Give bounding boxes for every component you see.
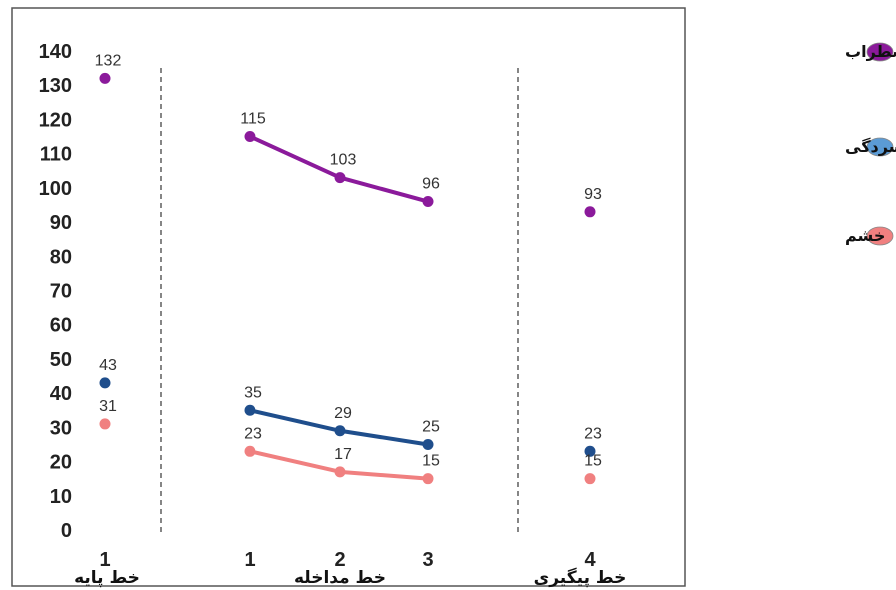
y-tick-label: 0 — [61, 520, 72, 542]
y-tick-label: 120 — [39, 109, 72, 131]
data-point — [584, 473, 596, 485]
data-label: 35 — [244, 384, 262, 401]
y-tick-label: 140 — [39, 41, 72, 63]
y-tick-label: 80 — [50, 246, 72, 268]
data-point — [334, 172, 346, 184]
data-label: 31 — [99, 398, 117, 415]
data-label: 43 — [99, 357, 117, 374]
data-label: 96 — [422, 176, 440, 193]
y-tick-label: 130 — [39, 75, 72, 97]
data-label: 103 — [330, 152, 357, 169]
data-label: 23 — [584, 425, 602, 442]
x-tick-label: 3 — [422, 549, 433, 571]
phase-label: خط پیگیری — [534, 567, 627, 588]
data-point — [584, 445, 596, 457]
data-point — [244, 404, 256, 416]
data-point — [422, 196, 434, 208]
data-point — [244, 131, 256, 143]
x-tick-label: 4 — [584, 549, 596, 571]
y-tick-label: 40 — [50, 383, 72, 405]
legend-label: اضطراب — [845, 42, 896, 61]
y-tick-label: 50 — [50, 349, 72, 371]
data-label: 115 — [240, 111, 266, 128]
data-label: 15 — [584, 453, 602, 470]
y-tick-label: 30 — [50, 417, 72, 439]
legend-label: خشم — [845, 226, 885, 245]
phase-label: خط پایه — [74, 568, 140, 588]
y-tick-label: 100 — [39, 178, 72, 200]
y-tick-label: 60 — [50, 315, 72, 337]
y-tick-label: 20 — [50, 452, 72, 474]
data-label: 17 — [334, 446, 352, 463]
data-label: 23 — [244, 425, 262, 442]
legend-swatch — [866, 137, 894, 157]
y-tick-label: 10 — [50, 486, 72, 508]
data-label: 93 — [584, 186, 602, 203]
data-point — [422, 438, 434, 450]
legend-swatch — [866, 226, 894, 246]
legend-swatch — [866, 42, 894, 62]
legend-label: افسردگی — [845, 137, 896, 156]
data-label: 132 — [95, 52, 122, 69]
data-point — [334, 466, 346, 478]
y-tick-label: 70 — [50, 281, 72, 303]
data-point — [244, 445, 256, 457]
data-point — [334, 425, 346, 437]
data-label: 25 — [422, 418, 440, 435]
data-point — [99, 377, 111, 389]
plot-frame — [11, 7, 686, 587]
data-point — [422, 473, 434, 485]
x-tick-label: 1 — [99, 549, 110, 571]
data-point — [99, 418, 111, 430]
data-point — [99, 72, 111, 84]
data-point — [584, 206, 596, 218]
y-tick-label: 110 — [40, 144, 72, 166]
data-label: 15 — [422, 453, 440, 470]
phase-label: خط مداخله — [294, 568, 386, 588]
x-tick-label: 2 — [334, 549, 345, 571]
data-label: 29 — [334, 405, 352, 422]
y-tick-label: 90 — [50, 212, 72, 234]
x-tick-label: 1 — [244, 549, 255, 571]
series-line — [249, 134, 429, 204]
